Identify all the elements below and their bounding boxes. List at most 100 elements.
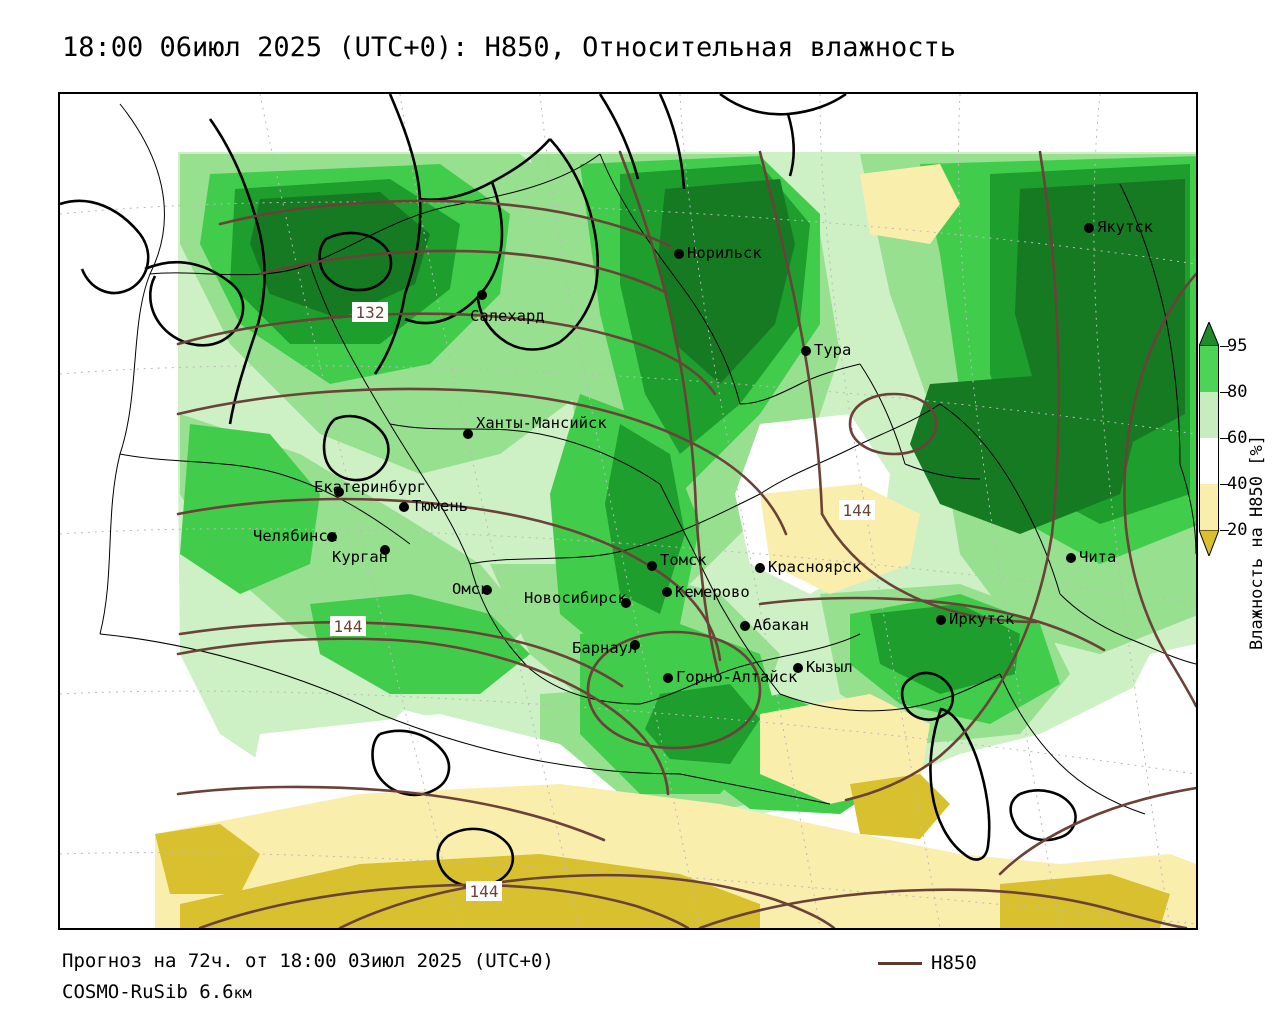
city-dot xyxy=(740,621,750,631)
contour-north-nose xyxy=(618,150,698,512)
contour-a xyxy=(176,387,788,536)
shade-darkest-green-nw xyxy=(250,192,430,319)
contour-144w xyxy=(176,637,670,796)
city-marker: Чита xyxy=(1066,548,1116,566)
contour-label: 144 xyxy=(466,881,502,901)
forecast-caption: Прогноз на 72ч. от 18:00 03июл 2025 (UTC… xyxy=(62,950,554,972)
contour-label-text: 132 xyxy=(356,303,385,322)
colorbar-label-20: 20 xyxy=(1227,520,1248,540)
city-marker: Тюмень xyxy=(399,497,468,515)
city-label: Курган xyxy=(332,548,388,566)
city-dot xyxy=(334,487,344,497)
city-marker: Тура xyxy=(801,341,851,359)
city-label: Якутск xyxy=(1097,218,1154,236)
city-label: Екатеринбург xyxy=(314,478,426,496)
shade-pale-yellow-mid xyxy=(760,694,930,804)
city-dot xyxy=(477,290,487,300)
city-dot xyxy=(482,585,492,595)
shade-pale-yellow-n xyxy=(860,164,960,244)
city-dot xyxy=(1084,223,1094,233)
page-title: 18:00 06июл 2025 (UTC+0): H850, Относите… xyxy=(62,32,957,63)
city-label: Кемерово xyxy=(675,583,750,601)
colorbar-axis-title: Влажность на H850 [%] xyxy=(1247,435,1267,650)
colorbar-segment-80-95 xyxy=(1199,346,1219,392)
city-marker: Якутск xyxy=(1084,218,1154,236)
shade-mid-green-w xyxy=(180,424,320,594)
city-marker: Челябинск xyxy=(253,527,338,545)
colorbar-tick-60 xyxy=(1220,438,1229,439)
city-label: Салехард xyxy=(470,307,545,325)
contour-label-backdrop xyxy=(839,500,875,520)
city-dot xyxy=(755,563,765,573)
shade-darkest-green-nc xyxy=(658,179,795,384)
contour-e1 xyxy=(820,512,1038,624)
contour-far-e xyxy=(1123,272,1196,530)
city-marker: Абакан xyxy=(740,616,809,634)
cities-layer: Норильск Якутск Салехард Тура Ханты-Мансийск… xyxy=(253,218,1154,686)
city-label: Новосибирск xyxy=(524,589,627,607)
contour-e4 xyxy=(844,754,942,802)
city-dot xyxy=(793,663,803,673)
shade-dark-yellow-sw xyxy=(155,824,260,894)
contour-e3 xyxy=(938,532,1054,758)
city-marker: Иркутск xyxy=(936,610,1015,628)
map-panel[interactable]: Норильск Якутск Салехард Тура Ханты-Мансийск… xyxy=(58,92,1198,930)
colorbar-tick-80 xyxy=(1220,392,1229,393)
colorbar-cap-bottom xyxy=(1198,529,1220,558)
city-label: Норильск xyxy=(687,244,762,262)
city-marker: Кемерово xyxy=(662,583,750,601)
city-label: Томск xyxy=(660,551,707,569)
shade-dark-green-mid xyxy=(605,424,685,614)
contour-tura-ring xyxy=(848,392,938,456)
city-marker: Норильск xyxy=(674,244,762,262)
city-marker: Томск xyxy=(647,551,707,571)
humidity-shading xyxy=(155,152,1196,928)
colorbar-segment-60-80 xyxy=(1199,392,1219,438)
lonlat-grid xyxy=(60,94,1196,928)
city-dot xyxy=(380,545,390,555)
contour-132 xyxy=(176,312,717,396)
contour-label-backdrop xyxy=(330,616,366,636)
colorbar[interactable]: 95 80 60 40 20 xyxy=(1198,320,1247,558)
contour-s1 xyxy=(176,785,606,842)
colorbar-tick-95 xyxy=(1220,346,1229,347)
contour-e2 xyxy=(1038,150,1061,536)
shade-dark-green-e2 xyxy=(870,604,1020,694)
contour-s3 xyxy=(698,888,1188,928)
admin-borders xyxy=(99,103,1196,815)
city-dot xyxy=(399,502,409,512)
shade-darkest-green-east-band xyxy=(910,374,1140,534)
colorbar-label-40: 40 xyxy=(1227,474,1248,494)
city-label: Челябинск xyxy=(253,527,338,545)
city-dot xyxy=(936,615,946,625)
colorbar-cap-top xyxy=(1198,320,1220,347)
city-marker: Красноярск xyxy=(755,558,862,576)
colorbar-tick-20 xyxy=(1220,530,1229,531)
contour-north2 xyxy=(694,508,720,674)
contour-c xyxy=(178,621,624,688)
shade-dark-green-south xyxy=(645,684,760,764)
city-dot xyxy=(621,598,631,608)
contour-132c xyxy=(258,249,667,294)
city-marker: Новосибирск xyxy=(524,589,631,608)
colorbar-label-95: 95 xyxy=(1227,336,1248,356)
contour-label-backdrop xyxy=(352,302,388,322)
contour-b xyxy=(176,497,722,662)
model-caption: COSMO-RuSib 6.6км xyxy=(62,981,252,1003)
city-marker: Екатеринбург xyxy=(314,478,426,497)
city-label: Горно-Алтайск xyxy=(676,668,798,686)
city-marker: Ханты-Мансийск xyxy=(463,414,607,439)
city-dot xyxy=(647,561,657,571)
contour-144c xyxy=(758,596,1106,652)
city-dot xyxy=(663,673,673,683)
colorbar-label-60: 60 xyxy=(1227,428,1248,448)
contour-far-e2 xyxy=(1124,526,1196,708)
contour-label: 132 xyxy=(352,302,388,322)
contour-label: 144 xyxy=(330,616,366,636)
h850-legend-label: H850 xyxy=(931,952,977,974)
city-marker: Горно-Алтайск xyxy=(663,668,798,686)
city-dot xyxy=(674,249,684,259)
colorbar-segment-40-60 xyxy=(1199,438,1219,484)
colorbar-label-80: 80 xyxy=(1227,382,1248,402)
contour-label-text: 144 xyxy=(334,617,363,636)
